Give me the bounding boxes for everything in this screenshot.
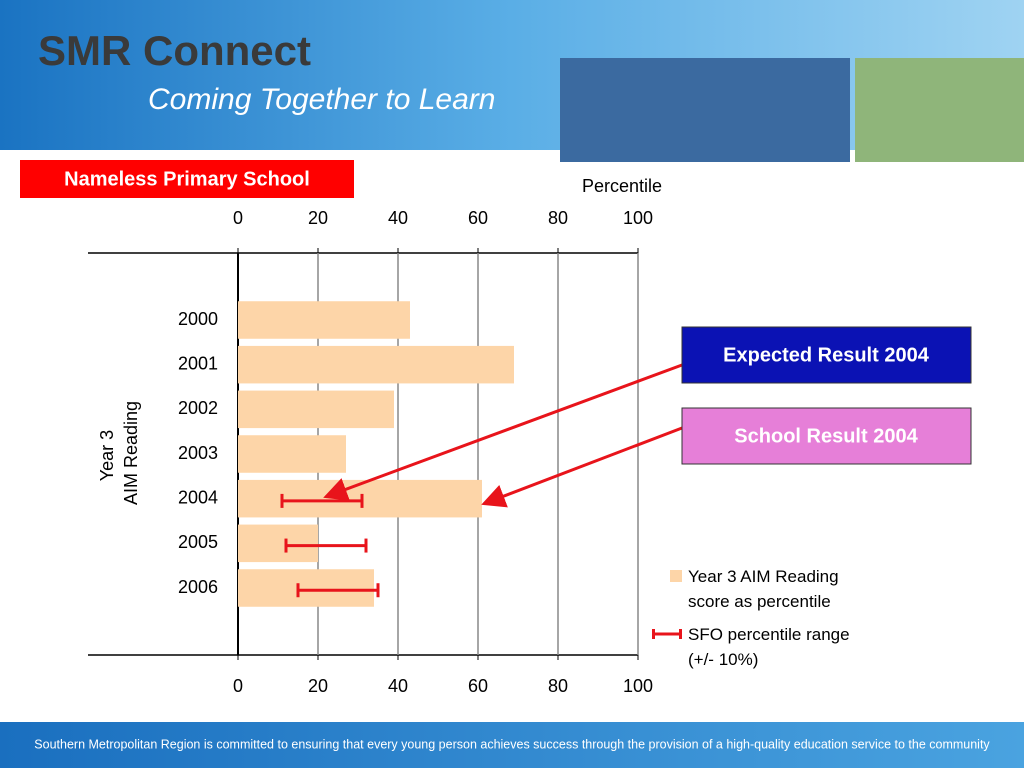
photo xyxy=(855,58,1024,162)
bar xyxy=(238,479,482,518)
annotation-text: School Result 2004 xyxy=(734,425,918,447)
tagline: Coming Together to Learn xyxy=(148,83,495,116)
annotation-box xyxy=(681,326,972,384)
photo xyxy=(560,58,850,162)
x-tick-label: 0 xyxy=(233,208,243,228)
error-bar xyxy=(284,538,368,553)
legend-label: Year 3 AIM Reading score as percentile xyxy=(688,567,839,611)
x-tick-label: 20 xyxy=(308,676,328,696)
annotation-box xyxy=(681,407,972,465)
error-bar xyxy=(296,583,380,598)
x-tick-label: 100 xyxy=(623,208,653,228)
bar xyxy=(238,524,318,563)
bar xyxy=(238,569,374,607)
y-tick-label: 2005 xyxy=(178,532,218,552)
x-tick-label: 0 xyxy=(233,676,243,696)
annotation-arrow xyxy=(323,363,683,501)
error-bar xyxy=(280,493,364,508)
y-axis-title-line: Year 3 xyxy=(97,430,117,481)
legend-swatch xyxy=(670,570,682,582)
y-tick-label: 2003 xyxy=(178,443,218,463)
x-tick-label: 80 xyxy=(548,208,568,228)
legend-item: Year 3 AIM Reading score as percentile xyxy=(652,564,862,614)
bar xyxy=(238,390,394,429)
legend-item: SFO percentile range (+/- 10%) xyxy=(652,622,862,672)
y-tick-label: 2000 xyxy=(178,309,218,329)
school-name: Nameless Primary School xyxy=(64,168,310,190)
y-tick-label: 2001 xyxy=(178,353,218,373)
x-axis-title: Percentile xyxy=(582,176,662,196)
x-tick-label: 20 xyxy=(308,208,328,228)
x-tick-label: 60 xyxy=(468,208,488,228)
annotation-arrow xyxy=(481,426,683,508)
annotation-text: Expected Result 2004 xyxy=(723,344,930,366)
x-tick-label: 80 xyxy=(548,676,568,696)
footer-band xyxy=(0,722,1024,768)
bar xyxy=(238,435,346,473)
y-tick-label: 2002 xyxy=(178,398,218,418)
footer-text: Southern Metropolitan Region is committe… xyxy=(34,737,990,751)
bar xyxy=(238,301,410,339)
x-tick-label: 60 xyxy=(468,676,488,696)
legend-swatch xyxy=(652,629,682,639)
y-axis-title: Year 3 AIM Reading xyxy=(97,401,141,505)
header-band xyxy=(0,0,1024,150)
brand: SMR Connect xyxy=(38,27,311,74)
y-axis-title-line: AIM Reading xyxy=(121,401,141,505)
legend-label: SFO percentile range (+/- 10%) xyxy=(688,625,850,669)
x-tick-label: 40 xyxy=(388,208,408,228)
legend: Year 3 AIM Reading score as percentile S… xyxy=(652,564,862,680)
x-tick-label: 40 xyxy=(388,676,408,696)
bar xyxy=(238,345,514,384)
school-box xyxy=(20,160,354,198)
y-tick-label: 2006 xyxy=(178,577,218,597)
y-tick-label: 2004 xyxy=(178,487,218,507)
x-tick-label: 100 xyxy=(623,676,653,696)
